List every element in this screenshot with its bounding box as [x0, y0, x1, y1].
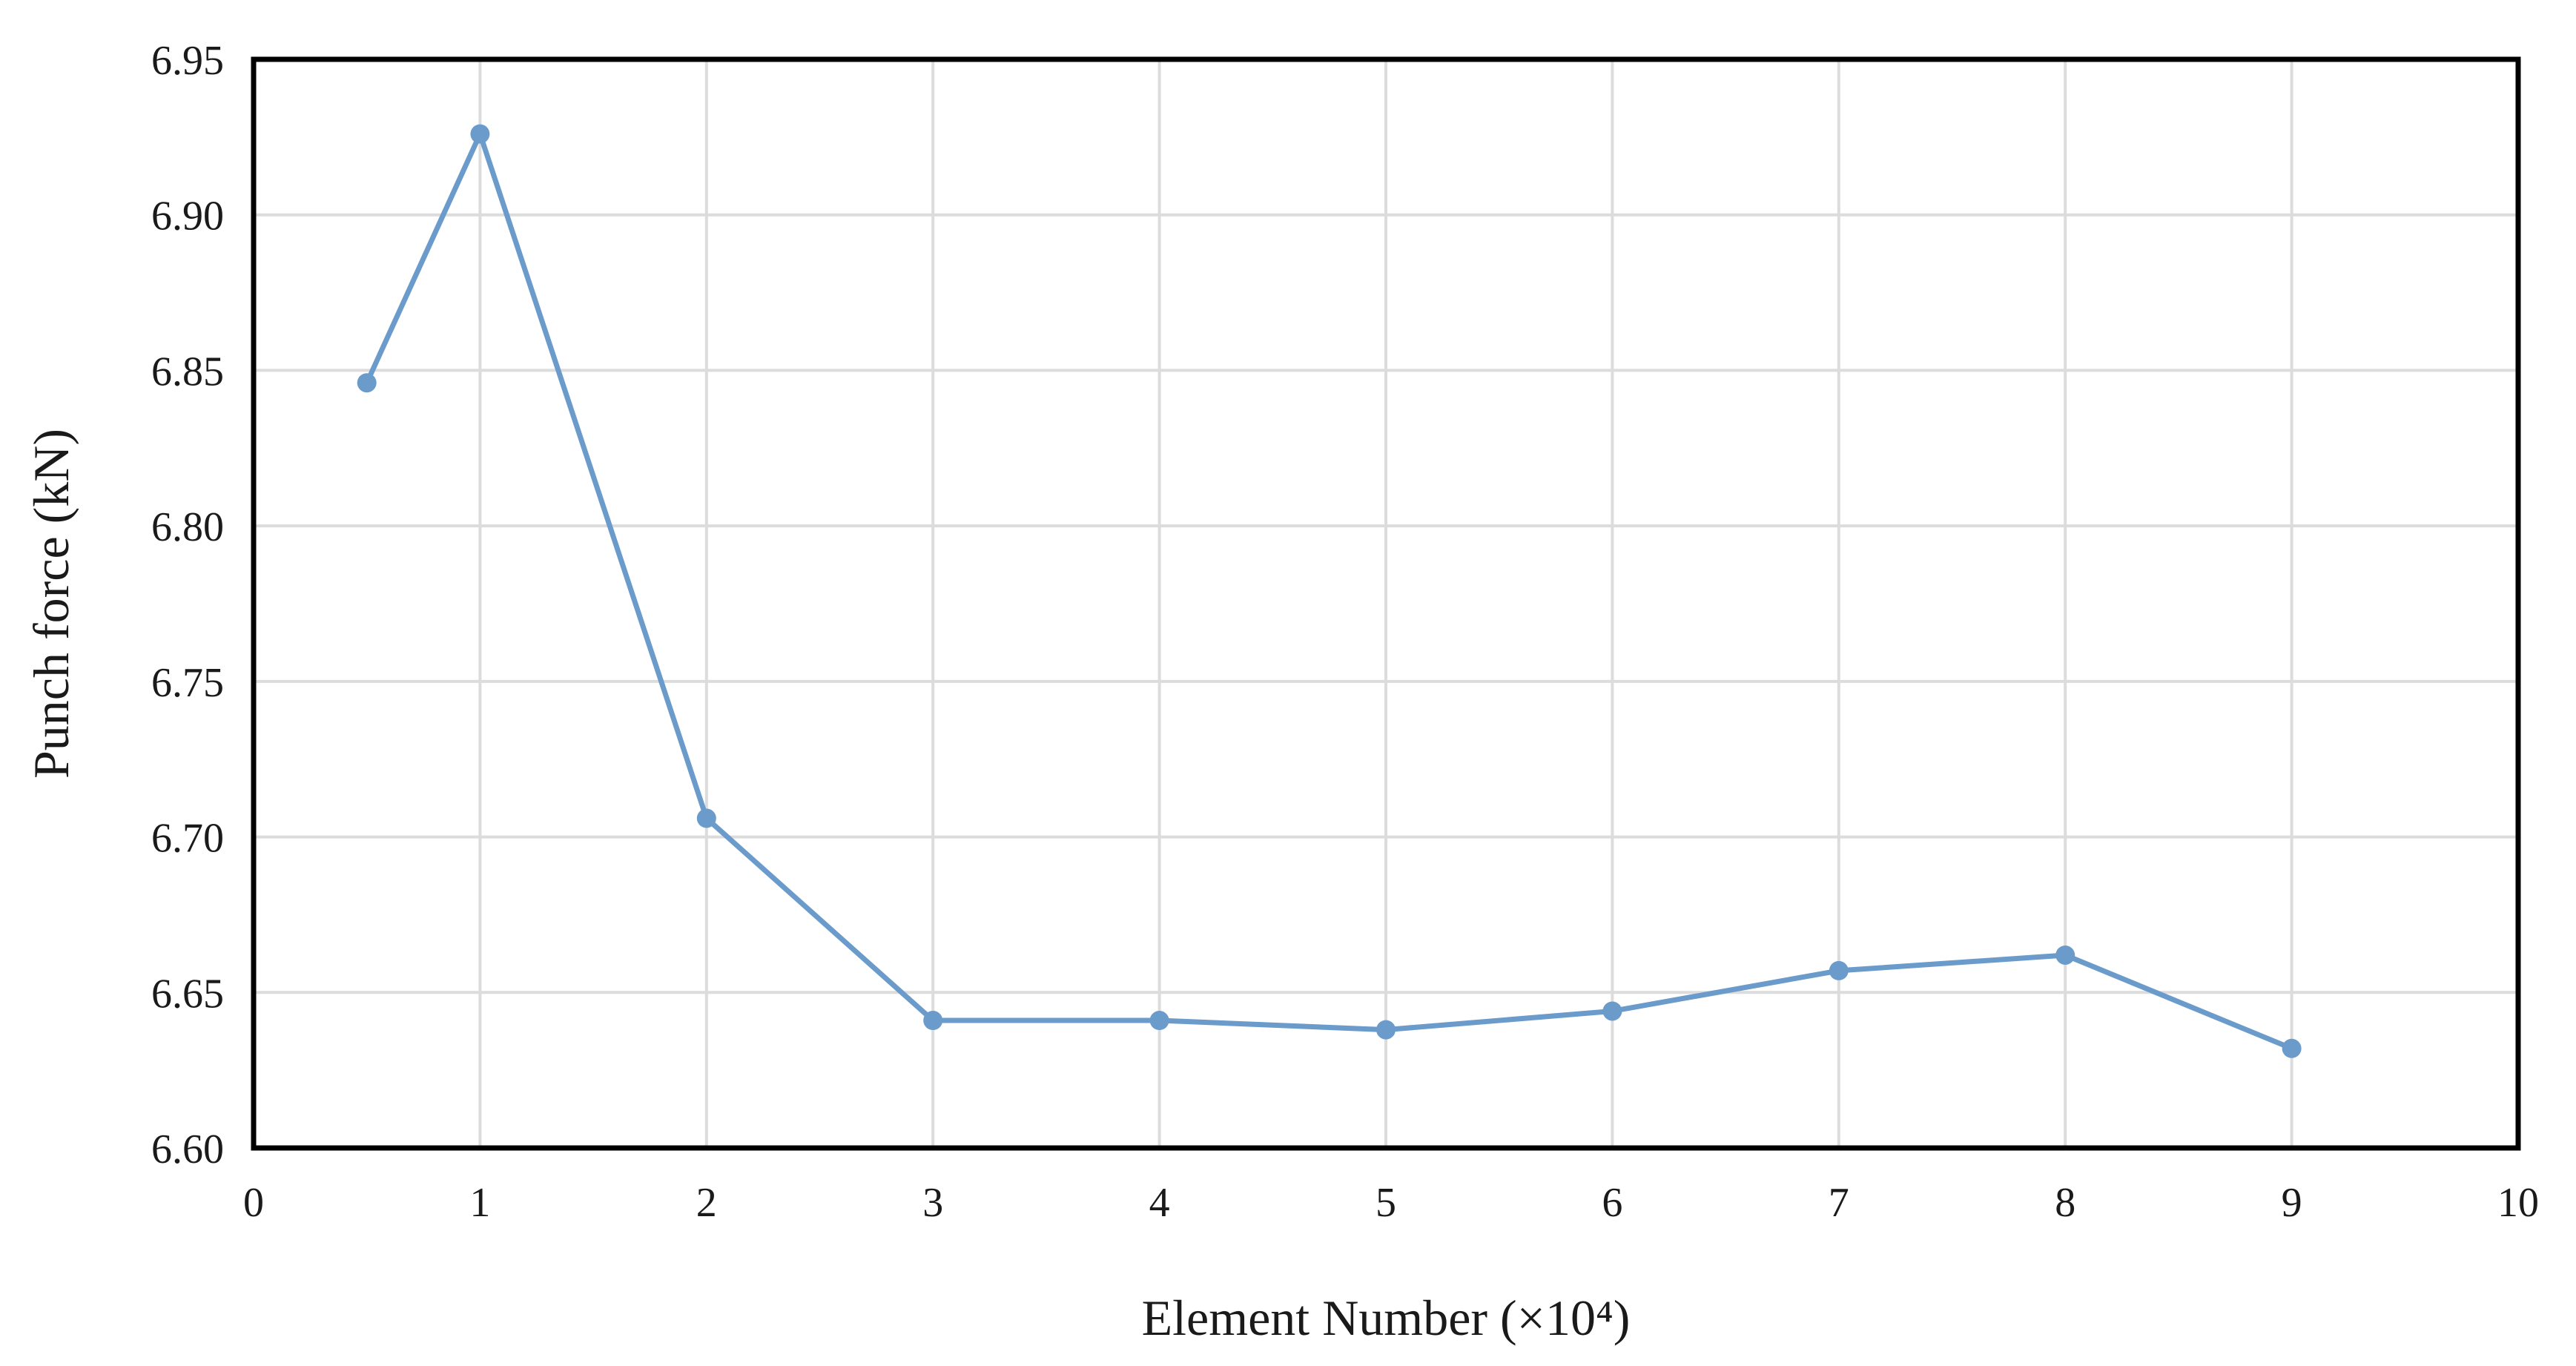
data-point [923, 1011, 943, 1031]
data-point [1149, 1011, 1169, 1031]
series-group [357, 124, 2302, 1058]
x-tick-label: 2 [696, 1180, 717, 1226]
x-tick-labels: 0 1 2 3 4 5 6 7 8 9 10 [243, 1180, 2539, 1226]
x-tick-label: 9 [2282, 1180, 2302, 1226]
x-tick-label: 8 [2055, 1180, 2075, 1226]
plot-border [251, 56, 2521, 1151]
x-tick-label: 6 [1602, 1180, 1622, 1226]
data-point [2055, 945, 2075, 965]
x-tick-label: 1 [469, 1180, 490, 1226]
series-line [364, 131, 2295, 1052]
y-tick-labels: 6.60 6.65 6.70 6.75 6.80 6.85 6.90 6.95 [151, 38, 224, 1172]
y-tick-label: 6.75 [151, 660, 224, 706]
data-point [1602, 1001, 1622, 1021]
y-tick-label: 6.60 [151, 1126, 224, 1172]
y-tick-label: 6.90 [151, 194, 224, 240]
data-point [470, 124, 490, 144]
data-point [357, 373, 377, 393]
x-axis-title: Element Number (×10⁴) [1142, 1290, 1631, 1346]
data-point [1376, 1020, 1396, 1040]
x-tick-label: 10 [2497, 1180, 2539, 1226]
y-tick-label: 6.95 [151, 38, 224, 84]
y-tick-label: 6.70 [151, 816, 224, 862]
data-point [1829, 960, 1849, 980]
y-tick-label: 6.80 [151, 504, 224, 550]
data-point [2282, 1038, 2302, 1058]
x-tick-label: 0 [243, 1180, 264, 1226]
x-tick-label: 5 [1375, 1180, 1396, 1226]
y-tick-label: 6.65 [151, 971, 224, 1017]
x-tick-label: 7 [1829, 1180, 1849, 1226]
x-tick-label: 3 [922, 1180, 943, 1226]
data-point [696, 808, 716, 828]
x-tick-label: 4 [1149, 1180, 1170, 1226]
y-axis-title: Punch force (kN) [23, 429, 79, 779]
y-tick-label: 6.85 [151, 349, 224, 395]
grid [252, 58, 2520, 1149]
